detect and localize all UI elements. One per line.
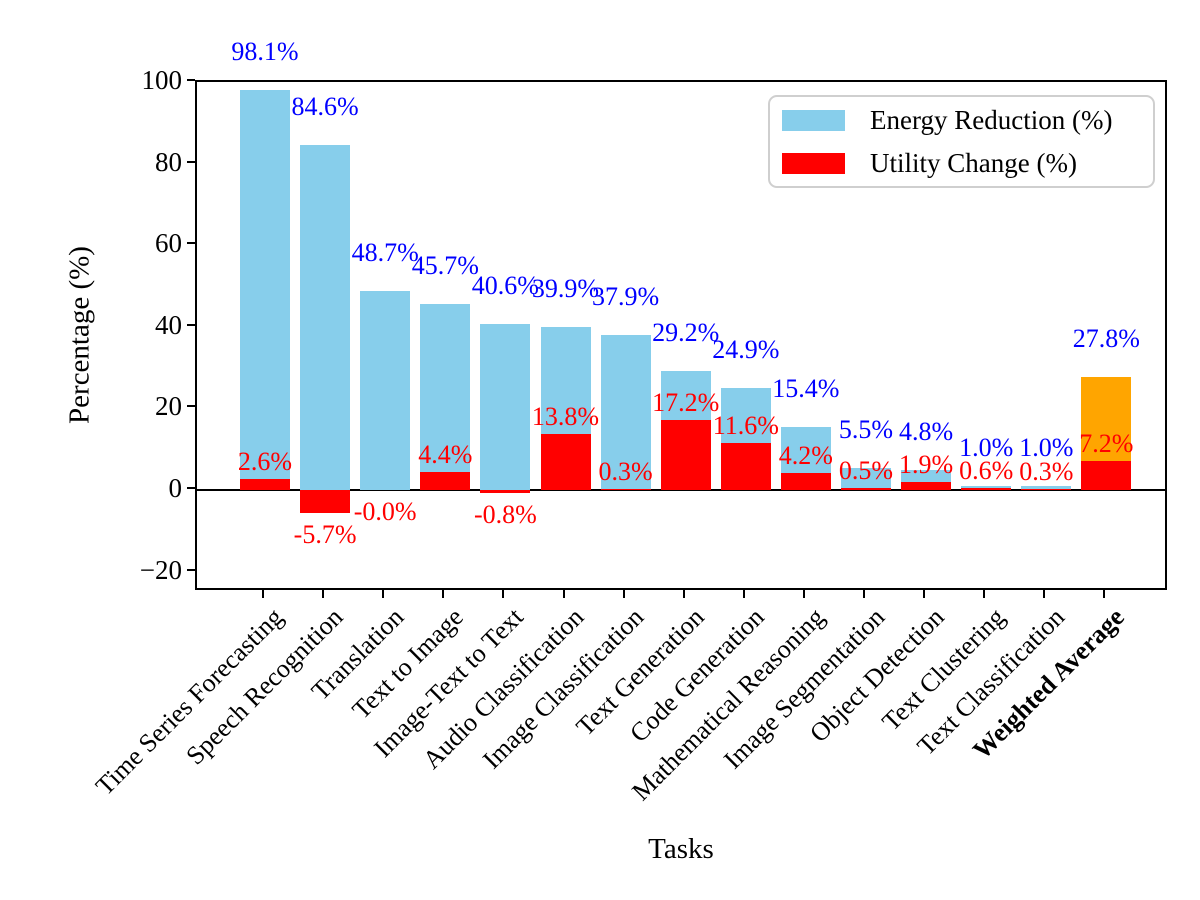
energy-value-label: 4.8% <box>899 417 954 447</box>
energy-value-label: 1.0% <box>959 432 1014 462</box>
energy-bar <box>480 324 531 490</box>
energy-value-label: 37.9% <box>592 282 660 312</box>
energy-value-label: 29.2% <box>652 317 720 347</box>
utility-value-label: -0.0% <box>353 497 417 526</box>
x-tick-mark <box>1043 590 1046 598</box>
utility-value-label: 11.6% <box>712 410 779 440</box>
utility-value-label: 0.3% <box>598 456 653 486</box>
energy-value-label: 84.6% <box>291 91 359 121</box>
utility-value-label: 0.3% <box>1019 456 1074 486</box>
utility-bar <box>841 487 891 490</box>
x-tick-mark <box>923 590 926 598</box>
x-tick-mark <box>983 590 986 598</box>
utility-bar <box>1081 460 1132 490</box>
energy-value-label: 48.7% <box>351 238 419 268</box>
y-tick-mark <box>187 160 195 163</box>
energy-bar <box>420 303 471 490</box>
utility-value-label: -5.7% <box>293 520 357 550</box>
utility-bar <box>720 442 771 490</box>
y-tick-label: 20 <box>155 391 182 422</box>
x-tick-mark <box>1103 590 1106 598</box>
x-axis-title: Tasks <box>648 833 714 865</box>
utility-value-label: -0.8% <box>473 500 537 530</box>
y-tick-label: 40 <box>155 309 182 340</box>
y-tick-mark <box>187 79 195 81</box>
energy-bar <box>841 467 891 490</box>
energy-value-label: 40.6% <box>471 271 539 301</box>
utility-value-label: 0.6% <box>959 455 1014 485</box>
x-tick-mark <box>863 590 865 598</box>
utility-value-label: 17.2% <box>652 387 720 417</box>
utility-value-label: 0.5% <box>838 455 894 485</box>
energy-value-label: 27.8% <box>1072 323 1140 353</box>
utility-bar <box>480 490 531 494</box>
y-tick-mark <box>187 568 195 571</box>
energy-value-label: 98.1% <box>231 36 299 66</box>
energy-value-label: 5.5% <box>838 414 894 444</box>
utility-bar <box>420 472 471 490</box>
utility-bar <box>240 479 290 490</box>
utility-bar <box>300 490 351 514</box>
legend-swatch-utility-change <box>782 153 845 174</box>
utility-bar <box>961 487 1012 490</box>
utility-value-label: 7.2% <box>1079 428 1134 458</box>
utility-value-label: 1.9% <box>899 450 954 480</box>
energy-value-label: 24.9% <box>712 335 780 365</box>
x-tick-mark <box>682 590 685 598</box>
y-tick-label: −20 <box>139 554 182 585</box>
x-tick-mark <box>262 590 264 598</box>
y-tick-label: 80 <box>155 146 182 177</box>
x-tick-mark <box>622 590 625 598</box>
y-tick-label: 100 <box>141 65 183 95</box>
x-tick-mark <box>742 590 745 598</box>
x-tick-mark <box>442 590 445 598</box>
utility-bar <box>540 433 591 490</box>
utility-value-label: 4.4% <box>418 440 473 470</box>
legend-label-energy-reduction: Energy Reduction (%) <box>870 105 1113 135</box>
legend-swatch-energy-reduction <box>782 110 845 131</box>
x-tick-mark <box>322 590 325 598</box>
utility-bar <box>1021 488 1072 490</box>
y-tick-label: 0 <box>168 473 183 503</box>
x-tick-mark <box>562 590 565 598</box>
energy-bar <box>600 335 651 490</box>
legend: Energy Reduction (%) Utility Change (%) <box>768 95 1155 188</box>
energy-bar <box>1021 485 1072 490</box>
x-tick-mark <box>502 590 505 598</box>
y-tick-mark <box>187 242 195 245</box>
utility-bar <box>600 488 651 490</box>
y-tick-mark <box>187 405 195 408</box>
x-tick-mark <box>802 590 805 598</box>
utility-bar <box>660 419 711 490</box>
legend-label-utility-change: Utility Change (%) <box>870 148 1077 178</box>
energy-value-label: 39.9% <box>531 274 600 304</box>
x-tick-mark <box>382 590 385 598</box>
utility-value-label: 4.2% <box>778 440 833 470</box>
y-tick-label: 60 <box>155 228 182 259</box>
zero-axis-line <box>197 489 1165 491</box>
energy-bar <box>360 291 411 490</box>
energy-value-label: 45.7% <box>411 250 479 280</box>
utility-bar <box>780 472 831 490</box>
energy-bar <box>300 144 351 490</box>
energy-bar <box>240 89 290 490</box>
utility-bar <box>901 482 952 490</box>
y-tick-mark <box>187 323 195 326</box>
utility-value-label: 13.8% <box>531 401 600 431</box>
energy-value-label: 1.0% <box>1019 432 1074 462</box>
utility-value-label: 2.6% <box>237 447 293 477</box>
energy-value-label: 15.4% <box>772 374 840 404</box>
y-axis-title: Percentage (%) <box>63 246 96 424</box>
y-tick-mark <box>187 487 195 489</box>
